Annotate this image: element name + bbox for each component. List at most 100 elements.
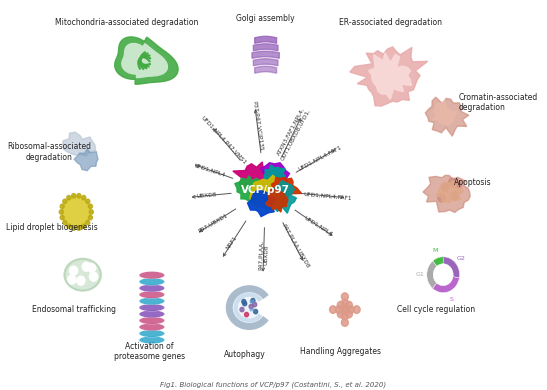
Circle shape xyxy=(341,306,348,314)
Circle shape xyxy=(451,192,459,200)
Ellipse shape xyxy=(139,330,165,337)
Circle shape xyxy=(346,310,352,318)
Circle shape xyxy=(353,306,360,314)
Polygon shape xyxy=(266,189,288,212)
Polygon shape xyxy=(253,59,278,66)
Ellipse shape xyxy=(139,317,165,324)
Wedge shape xyxy=(231,288,265,328)
Circle shape xyxy=(72,193,75,198)
Circle shape xyxy=(346,301,352,309)
Text: Cromatin-associated
degradation: Cromatin-associated degradation xyxy=(459,93,538,112)
Text: S: S xyxy=(449,296,453,301)
Polygon shape xyxy=(437,181,463,203)
Polygon shape xyxy=(271,177,301,204)
Ellipse shape xyxy=(139,291,165,298)
Polygon shape xyxy=(264,165,286,188)
Circle shape xyxy=(341,293,348,300)
Circle shape xyxy=(82,262,90,271)
Text: Cell cycle regulation: Cell cycle regulation xyxy=(397,305,475,314)
Circle shape xyxy=(242,300,246,304)
Circle shape xyxy=(254,309,258,314)
Polygon shape xyxy=(235,176,266,201)
Circle shape xyxy=(251,298,255,303)
Circle shape xyxy=(438,194,445,202)
Wedge shape xyxy=(443,257,459,278)
Circle shape xyxy=(449,178,456,186)
Text: UFD1,NPL4,FAF1: UFD1,NPL4,FAF1 xyxy=(303,191,352,200)
Text: UFD1,NPL4,P47,VMS1: UFD1,NPL4,P47,VMS1 xyxy=(200,115,247,166)
Polygon shape xyxy=(432,101,456,126)
Ellipse shape xyxy=(139,284,165,292)
Circle shape xyxy=(240,307,244,312)
Circle shape xyxy=(69,266,78,275)
Circle shape xyxy=(243,301,247,306)
Circle shape xyxy=(335,306,342,314)
Polygon shape xyxy=(263,181,296,213)
Ellipse shape xyxy=(139,323,165,331)
Text: Autophagy: Autophagy xyxy=(224,350,266,359)
Circle shape xyxy=(341,319,348,326)
Polygon shape xyxy=(255,66,277,73)
Polygon shape xyxy=(233,162,276,196)
Polygon shape xyxy=(115,37,178,84)
Text: NRF1: NRF1 xyxy=(225,235,238,251)
Polygon shape xyxy=(253,44,278,51)
Circle shape xyxy=(245,312,248,317)
Circle shape xyxy=(77,193,81,198)
Circle shape xyxy=(341,300,348,307)
Text: Apoptosis: Apoptosis xyxy=(454,177,492,186)
Ellipse shape xyxy=(139,271,165,279)
Ellipse shape xyxy=(139,310,165,318)
Circle shape xyxy=(88,263,96,272)
Text: Mitochondria-associated degradation: Mitochondria-associated degradation xyxy=(55,18,198,27)
Circle shape xyxy=(61,195,91,229)
Text: Activation of
proteasome genes: Activation of proteasome genes xyxy=(114,342,185,361)
Text: UFD1,NPL4: UFD1,NPL4 xyxy=(193,163,226,177)
Circle shape xyxy=(253,302,257,307)
Circle shape xyxy=(329,306,336,314)
Circle shape xyxy=(60,204,64,209)
Circle shape xyxy=(86,220,90,225)
Circle shape xyxy=(441,183,449,191)
Circle shape xyxy=(63,199,67,204)
Polygon shape xyxy=(255,36,277,43)
Ellipse shape xyxy=(139,278,165,285)
Circle shape xyxy=(86,199,90,204)
Text: ATXN3,FAF1,NPL4,
OUT1,UBXD8,UFD1,: ATXN3,FAF1,NPL4, OUT1,UBXD8,UFD1, xyxy=(275,105,312,161)
Polygon shape xyxy=(252,51,280,58)
Polygon shape xyxy=(62,132,96,156)
Circle shape xyxy=(82,195,86,200)
Circle shape xyxy=(82,224,86,229)
Polygon shape xyxy=(426,97,469,136)
Polygon shape xyxy=(122,44,167,78)
Circle shape xyxy=(68,275,76,284)
Polygon shape xyxy=(350,47,428,106)
Text: M: M xyxy=(432,248,438,253)
Text: P37,P47,VCIP135: P37,P47,VCIP135 xyxy=(252,101,264,151)
Circle shape xyxy=(341,312,348,320)
Circle shape xyxy=(67,195,71,200)
Circle shape xyxy=(77,226,81,230)
Text: P47,PLAA,UBXD8: P47,PLAA,UBXD8 xyxy=(281,223,310,269)
Circle shape xyxy=(90,272,98,281)
Text: VCP/p97: VCP/p97 xyxy=(241,185,290,195)
Circle shape xyxy=(337,301,344,309)
Circle shape xyxy=(60,215,64,220)
Wedge shape xyxy=(427,261,437,289)
Polygon shape xyxy=(369,53,411,99)
Circle shape xyxy=(89,210,94,214)
Ellipse shape xyxy=(139,336,165,344)
Text: P47,PLAA,
UBXD8: P47,PLAA, UBXD8 xyxy=(258,239,270,270)
Circle shape xyxy=(77,276,85,285)
Circle shape xyxy=(72,226,75,230)
Circle shape xyxy=(89,204,92,209)
Polygon shape xyxy=(248,191,277,216)
Text: Fig1. Biological functions of VCP/p97 (Costantini, S., et al. 2020): Fig1. Biological functions of VCP/p97 (C… xyxy=(160,381,387,388)
Text: Golgi assembly: Golgi assembly xyxy=(236,14,295,23)
Text: UBXD8: UBXD8 xyxy=(196,192,217,199)
Wedge shape xyxy=(433,257,443,266)
Polygon shape xyxy=(261,163,289,193)
Circle shape xyxy=(59,210,63,214)
Wedge shape xyxy=(433,277,459,292)
Polygon shape xyxy=(74,149,98,171)
